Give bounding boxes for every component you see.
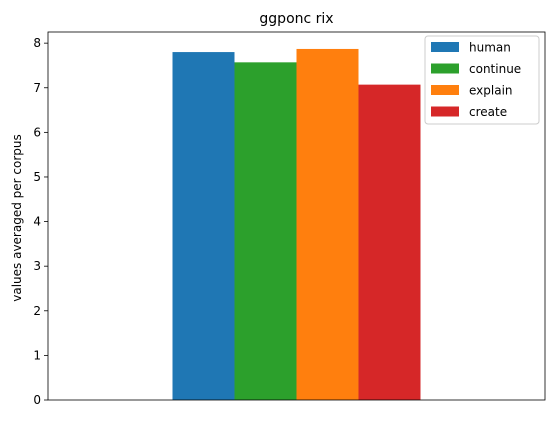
legend-box [424, 35, 540, 125]
y-tick-label: 6 [33, 125, 41, 139]
bar-human [172, 52, 235, 401]
bars-group [172, 48, 421, 401]
legend-swatch-continue [431, 63, 459, 74]
legend-label-create: create [469, 105, 507, 119]
y-tick-label: 7 [33, 81, 41, 95]
legend-label-human: human [469, 41, 511, 55]
y-tick-label: 4 [33, 215, 41, 229]
legend-items: human continue explain create [431, 41, 521, 119]
y-tick-label: 8 [33, 36, 41, 50]
bar-create [358, 84, 421, 400]
legend-label-explain: explain [469, 84, 513, 98]
bar-explain [296, 48, 359, 400]
y-tick-label: 5 [33, 170, 41, 184]
chart-title: ggponc rix [259, 11, 333, 27]
y-tick-label: 1 [33, 348, 41, 362]
legend-label-continue: continue [469, 62, 521, 76]
bar-continue [234, 62, 297, 400]
legend-swatch-human [431, 42, 459, 52]
y-tick-label: 2 [33, 304, 41, 318]
y-tick-label: 3 [33, 259, 41, 273]
y-axis-label: values averaged per corpus [10, 134, 24, 302]
plot-frame [47, 31, 546, 401]
legend: human continue explain create [424, 35, 540, 125]
y-tick-label: 0 [33, 393, 41, 407]
legend-swatch-create [431, 106, 459, 117]
legend-swatch-explain [431, 85, 459, 95]
y-axis-ticks: 0 1 2 3 4 5 6 7 8 [33, 36, 48, 407]
